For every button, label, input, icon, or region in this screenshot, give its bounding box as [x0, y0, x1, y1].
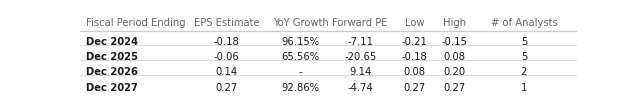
Text: EPS Estimate: EPS Estimate [193, 18, 259, 28]
Text: 9.14: 9.14 [349, 67, 371, 77]
Text: 65.56%: 65.56% [282, 52, 320, 62]
Text: 0.14: 0.14 [215, 67, 237, 77]
Text: Dec 2026: Dec 2026 [86, 67, 138, 77]
Text: Dec 2025: Dec 2025 [86, 52, 138, 62]
Text: # of Analysts: # of Analysts [490, 18, 557, 28]
Text: Forward PE: Forward PE [333, 18, 388, 28]
Text: 0.08: 0.08 [444, 52, 465, 62]
Text: Dec 2024: Dec 2024 [86, 37, 138, 47]
Text: 0.27: 0.27 [404, 82, 426, 93]
Text: 96.15%: 96.15% [282, 37, 320, 47]
Text: 0.20: 0.20 [444, 67, 465, 77]
Text: -4.74: -4.74 [348, 82, 373, 93]
Text: Dec 2027: Dec 2027 [86, 82, 138, 93]
Text: 5: 5 [521, 52, 527, 62]
Text: -0.21: -0.21 [402, 37, 428, 47]
Text: 2: 2 [521, 67, 527, 77]
Text: -0.06: -0.06 [214, 52, 239, 62]
Text: High: High [443, 18, 466, 28]
Text: 92.86%: 92.86% [282, 82, 320, 93]
Text: -: - [299, 67, 303, 77]
Text: YoY Growth: YoY Growth [273, 18, 328, 28]
Text: -0.18: -0.18 [402, 52, 428, 62]
Text: -0.15: -0.15 [442, 37, 467, 47]
Text: Low: Low [405, 18, 424, 28]
Text: Fiscal Period Ending: Fiscal Period Ending [86, 18, 186, 28]
Text: 0.27: 0.27 [444, 82, 466, 93]
Text: 5: 5 [521, 37, 527, 47]
Text: 0.27: 0.27 [215, 82, 237, 93]
Text: -20.65: -20.65 [344, 52, 376, 62]
Text: 1: 1 [521, 82, 527, 93]
Text: 0.08: 0.08 [404, 67, 426, 77]
Text: -7.11: -7.11 [348, 37, 373, 47]
Text: -0.18: -0.18 [214, 37, 239, 47]
